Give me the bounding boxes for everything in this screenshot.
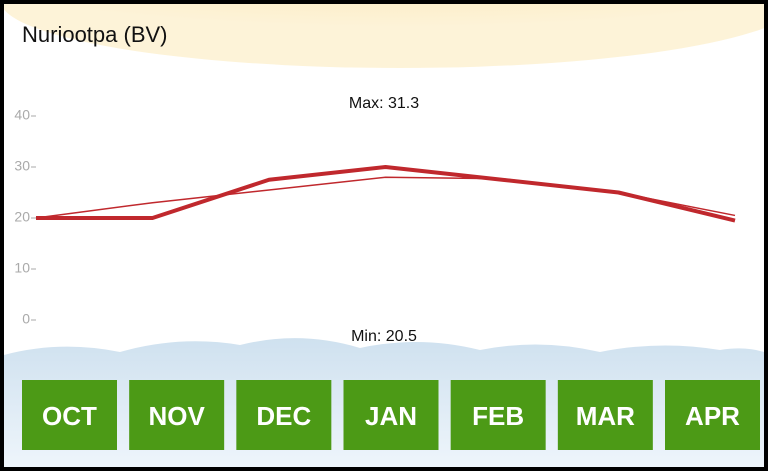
month-label[interactable]: OCT (42, 401, 97, 431)
temperature-line (35, 176, 736, 219)
month-label[interactable]: DEC (256, 401, 311, 431)
month-label[interactable]: NOV (148, 401, 205, 431)
y-tick-label: 30 (14, 158, 30, 174)
y-tick-label: 0 (22, 311, 30, 327)
month-label[interactable]: APR (685, 401, 740, 431)
month-button[interactable] (557, 380, 653, 450)
month-label[interactable]: JAN (365, 401, 417, 431)
month-button[interactable] (22, 380, 117, 450)
month-label[interactable]: MAR (576, 401, 635, 431)
month-button[interactable] (236, 380, 332, 450)
min-label: Min: 20.5 (351, 328, 417, 345)
title: Nuriootpa (BV) (22, 22, 168, 47)
month-label[interactable]: FEB (472, 401, 524, 431)
y-tick-label: 20 (14, 209, 30, 225)
sun-glow (0, 0, 768, 68)
month-button[interactable] (343, 380, 439, 450)
month-button[interactable] (129, 380, 225, 450)
month-button[interactable] (450, 380, 546, 450)
y-tick-label: 40 (14, 107, 30, 123)
max-label: Max: 31.3 (349, 95, 419, 112)
month-button[interactable] (665, 380, 760, 450)
y-tick-label: 10 (14, 260, 30, 276)
